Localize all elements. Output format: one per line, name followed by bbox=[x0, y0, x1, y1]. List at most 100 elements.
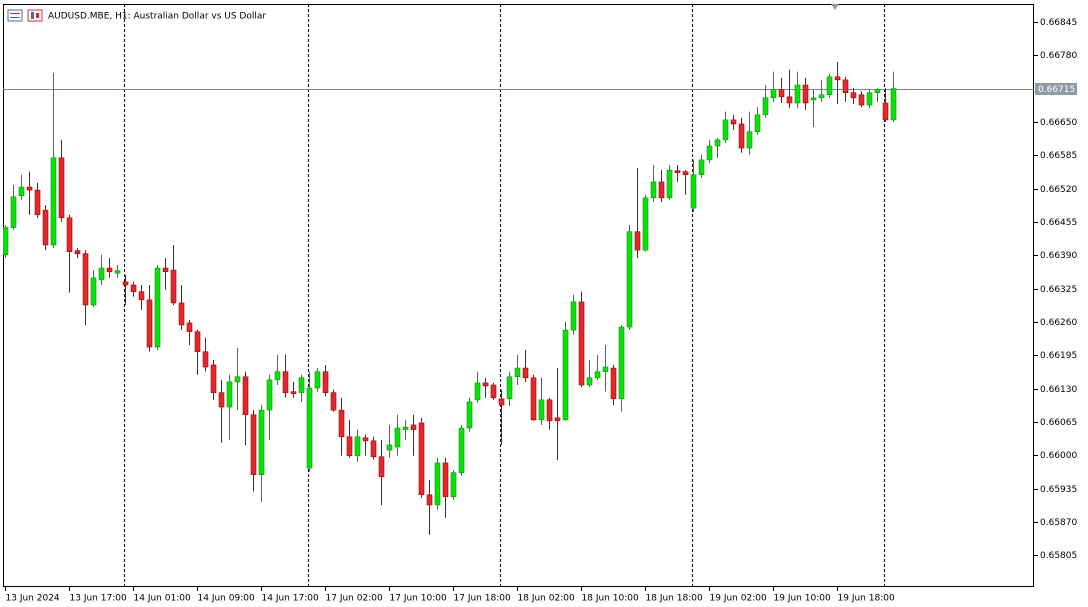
y-tick-label: 0.66000 bbox=[1040, 451, 1077, 461]
candle-body bbox=[658, 181, 665, 199]
candle-body bbox=[130, 284, 137, 292]
last-price-label: 0.66715 bbox=[1038, 85, 1075, 95]
candle-body bbox=[466, 401, 473, 429]
candle-body bbox=[610, 367, 617, 400]
candle-body bbox=[74, 250, 81, 255]
candle-body bbox=[226, 381, 233, 408]
candle-body bbox=[850, 92, 857, 99]
candle-body bbox=[858, 94, 865, 106]
candle-body bbox=[546, 399, 553, 422]
candle-body bbox=[786, 96, 793, 104]
candle-body bbox=[666, 169, 673, 199]
candle-body bbox=[714, 139, 721, 147]
candle-body bbox=[146, 299, 153, 348]
candle-body bbox=[690, 174, 697, 209]
y-tick-label: 0.66455 bbox=[1040, 218, 1077, 228]
candle-body bbox=[34, 189, 41, 216]
candle-body bbox=[234, 376, 241, 383]
candle-body bbox=[290, 391, 297, 394]
candle-body bbox=[698, 159, 705, 176]
candle-body bbox=[210, 364, 217, 393]
y-tick-label: 0.66585 bbox=[1040, 151, 1077, 161]
y-tick-label: 0.66390 bbox=[1040, 251, 1077, 261]
candle-body bbox=[282, 371, 289, 393]
candle-body bbox=[106, 267, 113, 272]
y-tick-label: 0.66065 bbox=[1040, 418, 1077, 428]
chart-title: AUDUSD.MBE, H1: Australian Dollar vs US … bbox=[48, 12, 266, 22]
candle-body bbox=[754, 114, 761, 132]
y-tick-label: 0.66845 bbox=[1040, 18, 1077, 28]
candle-body bbox=[170, 269, 177, 304]
x-tick-label: 14 Jun 01:00 bbox=[134, 594, 191, 604]
candle-body bbox=[626, 231, 633, 328]
candle-body bbox=[306, 387, 313, 469]
x-tick-label: 18 Jun 10:00 bbox=[582, 594, 639, 604]
y-tick-label: 0.66130 bbox=[1040, 385, 1077, 395]
candle-body bbox=[682, 171, 689, 176]
candle-body bbox=[482, 382, 489, 387]
candle-body bbox=[866, 92, 873, 106]
candle-body bbox=[490, 384, 497, 399]
x-tick-label: 18 Jun 18:00 bbox=[646, 594, 703, 604]
candle-body bbox=[802, 84, 809, 104]
x-tick-label: 14 Jun 09:00 bbox=[198, 594, 255, 604]
chart-shift-marker[interactable] bbox=[831, 4, 839, 10]
candle-body bbox=[242, 376, 249, 416]
candle-body bbox=[618, 326, 625, 400]
plot-area bbox=[3, 4, 1034, 587]
candle-body bbox=[434, 462, 441, 506]
candle-body bbox=[418, 422, 425, 496]
y-tick-label: 0.65870 bbox=[1040, 518, 1077, 528]
axes: 0.66845 0.66780 0.66650 0.66585 0.66520 0.664… bbox=[5, 18, 1077, 604]
candle-body bbox=[298, 377, 305, 393]
candle-body bbox=[386, 444, 393, 451]
candle-body bbox=[642, 197, 649, 251]
candle-body bbox=[874, 89, 881, 94]
candle-body bbox=[370, 440, 377, 458]
x-tick-label: 14 Jun 17:00 bbox=[262, 594, 319, 604]
candle-body bbox=[330, 392, 337, 411]
candle-body bbox=[10, 196, 17, 228]
y-tick-label: 0.65805 bbox=[1040, 551, 1077, 561]
candle-body bbox=[154, 267, 161, 348]
candle-body bbox=[90, 277, 97, 306]
candle-body bbox=[746, 131, 753, 149]
candle-body bbox=[762, 97, 769, 116]
candle-body bbox=[338, 409, 345, 438]
candle-body bbox=[706, 145, 713, 161]
x-tick-label: 19 Jun 02:00 bbox=[710, 594, 767, 604]
candle-body bbox=[354, 436, 361, 457]
candle-body bbox=[506, 376, 513, 400]
candle-body bbox=[450, 472, 457, 498]
candle-body bbox=[314, 371, 321, 389]
candle-body bbox=[890, 88, 897, 121]
candle-body bbox=[674, 170, 681, 173]
candle-body bbox=[650, 181, 657, 199]
candle-body bbox=[770, 89, 777, 99]
candle-body bbox=[554, 417, 561, 422]
candle-body bbox=[882, 102, 889, 121]
candle-body bbox=[362, 437, 369, 442]
x-tick-label: 13 Jun 17:00 bbox=[70, 594, 127, 604]
candle-body bbox=[186, 322, 193, 332]
candle-body bbox=[266, 379, 273, 411]
candle-body bbox=[250, 414, 257, 476]
candle-body bbox=[522, 367, 529, 379]
candle-body bbox=[578, 301, 585, 386]
candle-body bbox=[514, 367, 521, 378]
candle-body bbox=[394, 427, 401, 448]
x-tick-label: 19 Jun 10:00 bbox=[774, 594, 831, 604]
x-tick-label: 17 Jun 02:00 bbox=[326, 594, 383, 604]
chart-menu-icon[interactable] bbox=[7, 9, 23, 22]
candle-body bbox=[594, 371, 601, 379]
candle-body bbox=[602, 366, 609, 372]
candle-body bbox=[346, 436, 353, 457]
candle-body bbox=[586, 377, 593, 386]
candle-body bbox=[634, 231, 641, 251]
chart-type-icon[interactable] bbox=[27, 9, 43, 22]
x-tick-label: 18 Jun 02:00 bbox=[518, 594, 575, 604]
candle-body bbox=[410, 424, 417, 430]
candle-body bbox=[98, 267, 105, 281]
candle-body bbox=[58, 157, 65, 219]
